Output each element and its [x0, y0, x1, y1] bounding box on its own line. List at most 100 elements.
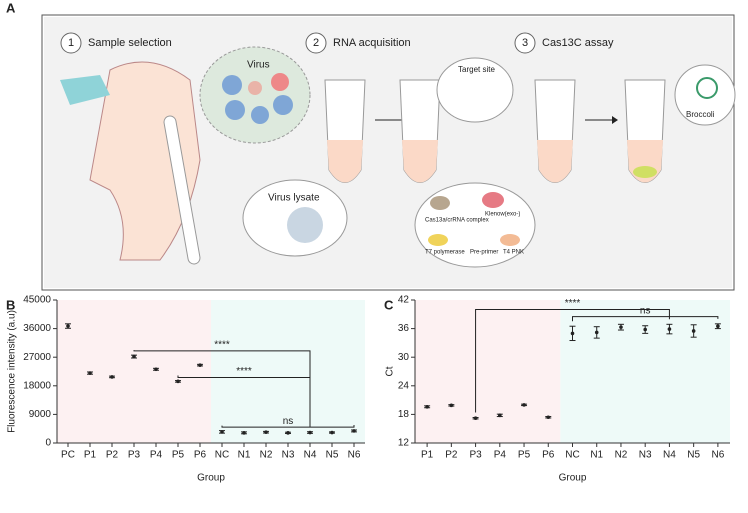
x-tick-label: N1: [238, 450, 251, 461]
point: [691, 329, 696, 333]
illustration: Virus Virus lysate Target site Cas13a/cr…: [60, 46, 736, 268]
x-tick-label: N3: [639, 450, 652, 461]
y-tick-label: 24: [398, 380, 410, 391]
virus: [248, 81, 262, 95]
reagent: [428, 234, 448, 246]
x-tick-label: N1: [590, 450, 603, 461]
x-tick-label: P1: [84, 450, 97, 461]
virus: [273, 95, 293, 115]
x-tick-label: N2: [260, 450, 273, 461]
point: [242, 431, 246, 435]
point: [594, 330, 599, 335]
point: [716, 324, 720, 329]
panel-label: C: [384, 297, 394, 312]
step-label: Sample selection: [88, 37, 172, 49]
virus: [225, 100, 245, 120]
y-tick-label: 18000: [23, 380, 51, 391]
swab-hand: [60, 75, 110, 105]
step-number: 3: [522, 37, 528, 49]
point: [110, 375, 114, 379]
x-tick-label: P4: [150, 450, 163, 461]
y-tick-label: 0: [45, 438, 51, 449]
target-bubble: [436, 57, 514, 123]
point: [330, 430, 334, 435]
label: T4 PNK: [503, 250, 524, 256]
x-tick-label: P5: [518, 450, 531, 461]
step-badge: [514, 32, 536, 54]
point: [308, 430, 312, 435]
x-tick-label: N4: [663, 450, 676, 461]
annotation: ****: [214, 339, 230, 350]
steps: 1 Sample selection 2 RNA acquisition 3 C…: [60, 32, 614, 54]
y-axis-label: Ct: [385, 366, 396, 376]
reagent: [430, 196, 450, 210]
y-tick-label: 9000: [29, 409, 52, 420]
label: Klenow(exo-): [485, 212, 520, 218]
point: [473, 416, 478, 421]
x-tick-label: P5: [172, 450, 185, 461]
step-badge: [60, 32, 82, 54]
point: [667, 327, 672, 331]
label: Pre-primer: [470, 250, 498, 256]
point: [88, 371, 92, 375]
point: [425, 404, 429, 409]
label: Broccoli: [686, 110, 715, 119]
bracket: [221, 424, 355, 428]
x-tick-label: N5: [326, 450, 339, 461]
annotation: ns: [640, 305, 651, 316]
x-tick-label: P3: [469, 450, 482, 461]
swab-tube: [163, 115, 201, 265]
point: [286, 431, 290, 435]
y-tick-label: 12: [398, 438, 410, 449]
point: [619, 325, 623, 329]
label: Cas13a/crRNA complex: [425, 218, 489, 224]
x-tick-label: N3: [282, 450, 295, 461]
x-axis-label: Group: [197, 473, 225, 484]
glow: [633, 166, 657, 178]
annotation: ns: [283, 416, 294, 427]
point: [570, 331, 575, 336]
virus: [251, 106, 269, 124]
x-axis-label: Group: [559, 473, 587, 484]
label: T7 polymerase: [425, 250, 465, 256]
point: [154, 367, 158, 372]
point: [546, 415, 551, 420]
y-tick-label: 18: [398, 409, 410, 420]
step-label: Cas13C assay: [542, 37, 614, 49]
arrow-head: [612, 116, 618, 124]
reagent: [482, 192, 504, 208]
bracket: [475, 309, 670, 413]
x-tick-label: N4: [304, 450, 317, 461]
point: [132, 354, 136, 359]
point: [220, 430, 224, 434]
x-tick-label: N2: [615, 450, 628, 461]
point: [66, 324, 70, 328]
step-number: 1: [68, 37, 74, 49]
broccoli-bubble: [674, 64, 736, 126]
label: Target site: [458, 65, 495, 74]
x-tick-label: P6: [542, 450, 555, 461]
y-tick-label: 42: [398, 295, 410, 306]
y-axis-label: Fluorescence intensity (a.u): [7, 310, 18, 433]
step-number: 2: [313, 37, 319, 49]
step-badge: [305, 32, 327, 54]
bracket: [177, 375, 311, 427]
region: [211, 300, 365, 443]
point: [264, 430, 268, 434]
y-tick-label: 30: [398, 352, 410, 363]
x-tick-label: P3: [128, 450, 141, 461]
x-tick-label: P1: [421, 450, 434, 461]
reagent: [500, 234, 520, 246]
tube-liquid: [537, 140, 573, 183]
point: [352, 429, 356, 433]
lysate: [287, 207, 323, 243]
label: Virus: [247, 60, 270, 71]
x-tick-label: NC: [215, 450, 229, 461]
panel-label: A: [6, 0, 16, 15]
step-label: RNA acquisition: [333, 37, 411, 49]
point: [643, 327, 647, 332]
point: [198, 363, 202, 367]
x-tick-label: N6: [711, 450, 724, 461]
x-tick-label: NC: [565, 450, 579, 461]
